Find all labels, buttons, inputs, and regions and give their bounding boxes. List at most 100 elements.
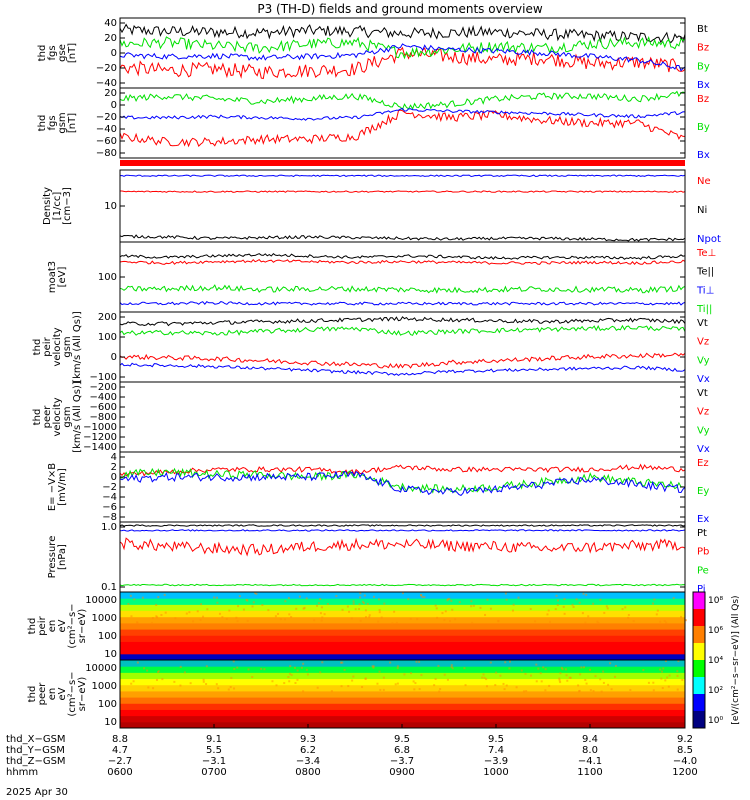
ephemeris-value-2-6: −4.0 [673,756,697,767]
spectrogram-band-peer_spec-1 [120,715,685,723]
spectrogram-band-peir_spec-6 [120,616,685,624]
panel-peir_velocity: 200 100 0 −100 Vt Vz Vy Vx thd peir velocity gsm [km… [32,311,710,385]
colorbar-segment-0 [693,592,705,610]
ylabel-fgs_gse-2: gse [57,44,68,62]
ephemeris-label-2: thd_Z−GSM [6,756,66,767]
legend-pressure-3: Pi [697,584,706,595]
colorbar-label-1: 10⁶ [708,626,723,636]
colorbar-label-3: 10² [708,686,723,696]
ylabel-peir_velocity-2: velocity [52,327,63,366]
ytick-fgs_gse-2: 0 [111,48,117,59]
series-density-1 [119,234,686,242]
legend-peer_velocity-3: Vx [697,444,710,455]
ytick-peer_velocity-3: −800 [90,412,117,423]
legend-peir_velocity-2: Vy [697,355,710,366]
ytick-fgs_gsm-1: 0 [111,100,117,111]
ytick-fgs_gse-3: −20 [96,63,117,74]
spectrogram-band-peer_spec-5 [120,690,685,698]
legend-temperature-1: Te|| [696,267,714,278]
ephemeris-value-1-3: 6.8 [394,745,410,756]
ylabel-peir_spec-4: (cm²−s− [67,603,78,648]
legend-density-1: Ni [697,205,707,216]
ylabel-fgs_gsm-2: gsm [57,112,68,133]
ylabel-fgs_gsm-3: [nT] [67,113,78,133]
ytick-efield-2: 0 [111,472,117,483]
ylabel-peer_spec-2: en [47,688,58,701]
ylabel-peir_velocity-3: gsm [62,336,73,357]
ytick-peer_velocity-2: −600 [90,402,117,413]
ylabel-peir_spec-0: thd [27,618,38,635]
panel-density: 10 Ne Ni Npot Density [1/cc] [cm−3] [42,169,721,245]
series-efield-1 [119,467,686,494]
series-fgs_gse-3 [119,43,686,72]
colorbar: 10⁸ 10⁶ 10⁴ 10² 10⁰ [eV/(cm²−s−sr−eV)] (All Q… [692,591,741,729]
ytick-peer_spec-0: 10000 [85,663,117,674]
series-temperature-2 [119,301,686,306]
ylabel-peir_velocity-1: peir [42,336,53,356]
legend-temperature-0: Te⊥ [696,248,716,259]
series-pressure-2 [119,583,686,587]
series-peir_velocity-0 [119,316,686,327]
series-fgs_gse-1 [119,46,686,80]
colorbar-label-0: 10⁸ [708,596,723,606]
ytick-pressure-0: 1.0 [101,522,117,533]
ephemeris-value-3-5: 1100 [577,767,602,778]
ylabel-peer_spec-1: peer [37,682,48,706]
ytick-peir_velocity-3: −100 [90,372,117,383]
ylabel-peir_spec-2: en [47,620,58,633]
spectrogram-band-peer_spec-4 [120,697,685,704]
colorbar-segment-2 [693,626,705,644]
colorbar-segment-6 [693,694,705,712]
ylabel-peir_spec-1: peir [37,615,48,635]
ephemeris-label-0: thd_X−GSM [6,734,66,745]
ephemeris-value-1-0: 4.7 [112,745,128,756]
series-fgs_gse-0 [119,23,686,44]
ylabel-pressure-0: Pressure [47,536,58,579]
ylabel-peer_velocity-0: thd [32,409,43,426]
ephemeris-value-2-4: −3.9 [484,756,508,767]
series-fgs_gse-2 [119,36,686,60]
ytick-fgs_gsm-2: −20 [96,112,117,123]
series-density-0 [120,190,686,193]
colorbar-label-4: 10⁰ [708,716,723,726]
ephemeris-value-0-2: 9.3 [300,734,316,745]
ytick-peer_velocity-0: −200 [90,382,117,393]
ytick-peer_velocity-4: −1000 [83,422,117,433]
ytick-fgs_gse-4: −40 [96,78,117,89]
spectrogram-band-peir_spec-9 [120,598,685,605]
ytick-peir_spec-3: 10 [104,649,117,660]
legend-fgs_gse-2: By [697,61,710,72]
ytick-peir_spec-0: 10000 [85,595,117,606]
series-temperature-0 [119,258,686,265]
ytick-efield-1: 2 [111,462,117,473]
panel-fgs_gse: 40 20 0 −20 −40 Bt Bz By Bx thd fgs gse [nT] [37,17,710,91]
spectrogram-band-peer_spec-8 [120,672,685,680]
ylabel-fgs_gsm-0: thd [37,115,48,132]
ephemeris-value-1-2: 6.2 [300,745,316,756]
legend-fgs_gse-1: Bz [697,43,709,54]
ephemeris-value-2-2: −3.4 [296,756,320,767]
ytick-fgs_gse-0: 40 [104,18,117,29]
ylabel-density-2: [cm−3] [62,187,73,225]
spectrogram-band-peer_spec-9 [120,666,685,673]
ephemeris-value-2-1: −3.1 [202,756,226,767]
legend-pressure-2: Pe [697,565,709,576]
ytick-efield-4: −4 [102,492,117,503]
legend-pressure-0: Pt [697,528,707,539]
ephemeris-value-0-6: 9.2 [677,734,693,745]
legend-temperature-3: Ti|| [696,304,712,315]
spectrogram-band-peir_spec-7 [120,610,685,618]
ytick-fgs_gsm-4: −60 [96,136,117,147]
legend-fgs_gsm-2: Bx [697,150,710,161]
panel-temperature: 100 Te⊥ Te|| Ti⊥ Ti|| moat3 [eV] [47,241,716,315]
ytick-fgs_gsm-5: −80 [96,148,117,159]
panel-peir_spec: 10000 1000 100 10 thd peir en eV (cm²−s− sr−eV) [27,591,687,661]
ylabel-peer_velocity-2: velocity [52,397,63,436]
ytick-fgs_gse-1: 20 [104,33,117,44]
ylabel-fgs_gse-0: thd [37,45,48,62]
ylabel-efield-0: E= −V×B [47,463,58,511]
legend-density-2: Npot [697,234,721,245]
series-pressure-3 [119,529,686,532]
series-fgs_gsm-2 [119,107,686,121]
spectrogram-band-peer_spec-10 [120,660,685,667]
